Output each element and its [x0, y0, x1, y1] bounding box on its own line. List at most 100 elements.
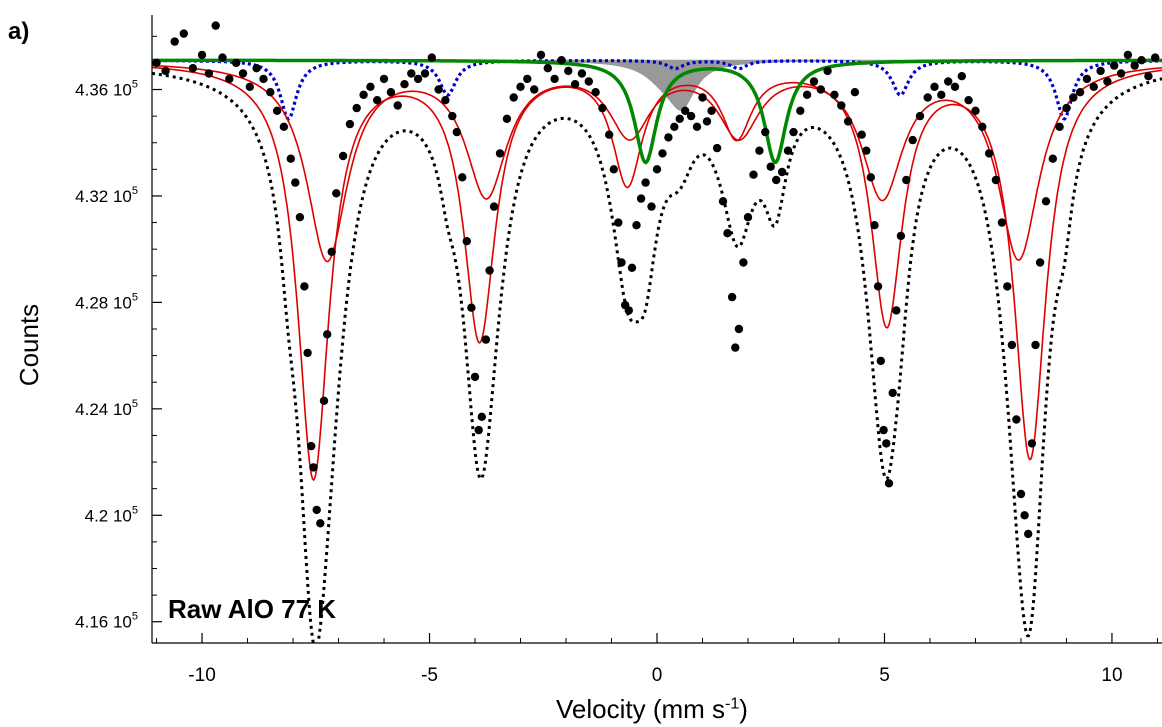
- data-point: [802, 90, 812, 100]
- data-point: [879, 425, 888, 435]
- data-point: [386, 88, 396, 97]
- data-point: [1151, 53, 1160, 62]
- data-point: [332, 189, 341, 198]
- data-point: [734, 324, 744, 334]
- data-point: [204, 69, 214, 78]
- data-point: [923, 93, 932, 102]
- y-tick-label: 4.36 105: [75, 79, 138, 100]
- data-point: [1035, 258, 1045, 267]
- data-point: [245, 82, 254, 92]
- data-point: [352, 103, 361, 113]
- x-tick-label: 0: [652, 665, 663, 686]
- data-point: [937, 90, 946, 100]
- data-point: [712, 143, 722, 153]
- data-point: [964, 96, 973, 105]
- data-point: [452, 127, 461, 137]
- data-point: [1116, 69, 1126, 78]
- data-point: [266, 88, 275, 97]
- minor-sextet-curve: [152, 59, 1162, 121]
- data-point: [218, 53, 227, 62]
- data-point: [743, 213, 753, 222]
- data-point: [957, 72, 966, 81]
- x-tick-label: -5: [421, 665, 438, 686]
- data-point: [327, 247, 336, 256]
- data-point: [379, 74, 389, 84]
- data-point: [495, 149, 505, 158]
- data-point: [407, 69, 416, 78]
- data-point: [211, 21, 220, 30]
- data-point: [777, 167, 787, 177]
- data-point: [652, 165, 662, 174]
- data-point: [902, 175, 911, 185]
- data-point: [225, 74, 234, 84]
- y-tick-label: 4.24 105: [75, 398, 138, 419]
- data-point: [749, 170, 758, 179]
- data-point: [427, 53, 436, 62]
- data-point: [636, 194, 646, 203]
- data-point: [675, 114, 684, 124]
- data-point: [307, 441, 316, 451]
- data-point: [837, 101, 846, 110]
- data-point: [458, 173, 467, 182]
- data-point: [866, 173, 875, 182]
- data-point: [516, 82, 525, 92]
- data-point: [944, 77, 953, 86]
- y-tick-label: 4.2 105: [85, 504, 138, 525]
- data-point: [591, 88, 600, 97]
- y-tick-label: 4.28 105: [75, 291, 138, 312]
- data-point: [345, 119, 355, 129]
- data-point: [1020, 511, 1029, 520]
- data-point: [502, 114, 512, 124]
- data-point: [873, 282, 883, 291]
- data-point: [509, 93, 518, 102]
- data-point: [609, 165, 618, 174]
- data-point: [584, 77, 593, 86]
- data-point: [1007, 340, 1017, 350]
- data-point: [286, 154, 295, 163]
- data-point: [300, 282, 309, 291]
- data-point: [477, 412, 486, 421]
- data-point: [1031, 340, 1040, 350]
- data-point: [1096, 66, 1105, 76]
- data-point: [843, 117, 853, 126]
- x-axis-label: Velocity (mm s-1): [556, 694, 748, 725]
- data-point: [359, 90, 368, 100]
- data-point: [915, 111, 925, 121]
- data-point: [188, 63, 198, 73]
- data-point: [1144, 72, 1153, 81]
- data-point: [470, 372, 480, 382]
- data-point: [850, 88, 860, 97]
- data-point: [862, 146, 871, 155]
- data-point: [434, 85, 443, 94]
- data-point: [373, 96, 382, 105]
- data-point: [1130, 61, 1139, 70]
- chart-annotation: Raw AlO 77 K: [168, 594, 337, 624]
- data-point: [641, 178, 650, 187]
- data-point: [870, 221, 879, 230]
- data-point: [312, 505, 321, 515]
- data-point: [441, 96, 450, 105]
- data-point: [632, 221, 641, 230]
- data-point: [1069, 93, 1078, 102]
- data-point: [892, 306, 901, 315]
- data-point: [823, 66, 832, 76]
- data-point: [1062, 103, 1071, 113]
- data-point: [1023, 529, 1033, 539]
- data-point: [664, 133, 673, 142]
- sextet-curve-2: [152, 64, 1162, 263]
- data-point: [1003, 282, 1012, 291]
- data-point: [731, 343, 740, 352]
- x-tick-label: 10: [1101, 665, 1122, 686]
- data-point: [338, 151, 348, 161]
- data-point: [1048, 154, 1058, 163]
- data-point: [485, 266, 494, 275]
- data-point: [816, 85, 825, 94]
- data-point: [1075, 88, 1085, 97]
- data-point: [1055, 122, 1064, 131]
- data-point: [309, 463, 318, 472]
- data-point: [647, 202, 656, 211]
- data-point: [681, 106, 690, 116]
- data-point: [1123, 50, 1133, 60]
- data-point: [197, 50, 207, 60]
